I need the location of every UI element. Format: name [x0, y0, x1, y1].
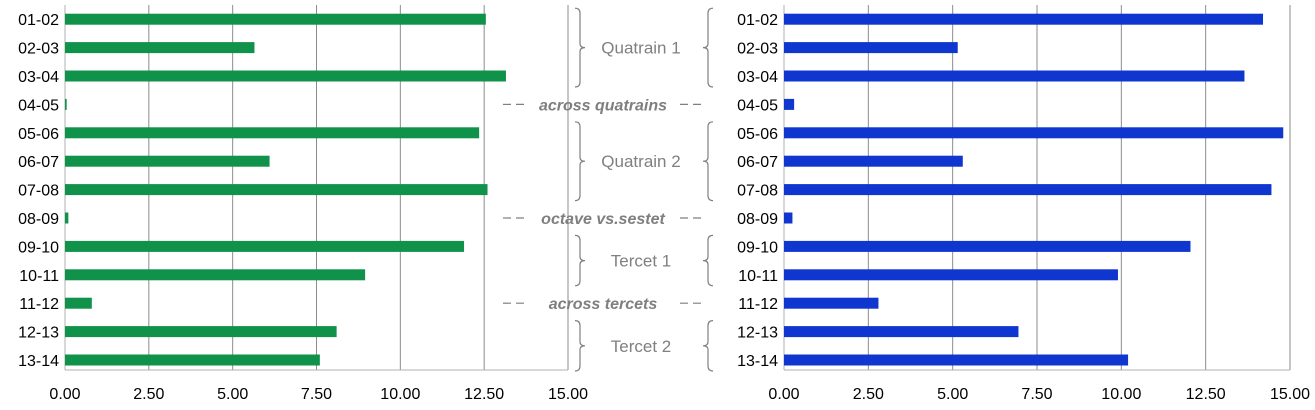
category-label: 02-03: [18, 41, 59, 58]
category-label: 05-06: [737, 126, 778, 143]
category-label: 01-02: [737, 12, 778, 29]
bar: [784, 184, 1272, 196]
bar: [65, 127, 480, 139]
x-tick-label: 7.50: [301, 386, 332, 403]
x-tick-label: 0.00: [49, 386, 80, 403]
chart-panel-right: 01-02 02-03 03-04 04-05 05-06 06-07 07-08 08-09…: [737, 5, 1310, 403]
bar: [784, 297, 879, 309]
group-bracket-right: [702, 234, 714, 287]
group-label: Tercet 1: [611, 252, 671, 271]
group-bracket-left: [574, 320, 586, 372]
bar: [65, 70, 506, 82]
bar: [65, 155, 270, 167]
x-tick-label: 10.00: [1101, 386, 1141, 403]
bar: [784, 98, 795, 110]
x-tick-label: 2.50: [133, 386, 164, 403]
category-label: 13-14: [737, 353, 778, 370]
bar: [784, 269, 1118, 281]
x-tick-label: 15.00: [548, 386, 588, 403]
category-label: 01-02: [18, 12, 59, 29]
x-tick-label: 5.00: [937, 386, 968, 403]
group-bracket-right: [702, 320, 714, 372]
chart-panel-left: 01-02 02-03 03-04 04-05 05-06 06-07 07-08 08-09…: [18, 5, 588, 403]
bar: [65, 184, 488, 196]
bar: [784, 70, 1245, 82]
category-label: 11-12: [19, 296, 59, 313]
x-tick-label: 7.50: [1021, 386, 1052, 403]
x-tick-label: 15.00: [1270, 386, 1310, 403]
bar: [65, 326, 337, 338]
group-bracket-right: [702, 121, 714, 202]
transition-label: across tercets: [549, 296, 658, 313]
bar: [784, 212, 793, 224]
category-label: 08-09: [18, 211, 59, 228]
group-label: Quatrain 2: [601, 152, 680, 171]
annotation-layer: Quatrain 1 Quatrain 2 Tercet 1 Tercet 2 acro…: [503, 7, 714, 372]
x-tick-label: 2.50: [853, 386, 884, 403]
bar: [65, 212, 69, 224]
category-label: 04-05: [737, 97, 778, 114]
bar: [784, 127, 1284, 139]
category-label: 06-07: [18, 154, 59, 171]
bar: [784, 326, 1019, 338]
group-bracket-left: [574, 121, 586, 202]
group-label: Tercet 2: [611, 337, 671, 356]
x-tick-label: 0.00: [768, 386, 799, 403]
category-label: 13-14: [18, 353, 59, 370]
bar: [65, 98, 67, 110]
category-label: 02-03: [737, 41, 778, 58]
category-label: 03-04: [18, 69, 59, 86]
group-bracket-left: [574, 7, 586, 88]
bar: [65, 354, 320, 366]
category-label: 08-09: [737, 211, 778, 228]
bar: [65, 240, 465, 252]
bar: [65, 13, 486, 25]
category-label: 07-08: [18, 183, 59, 200]
bar: [784, 240, 1191, 252]
category-label: 04-05: [18, 97, 59, 114]
category-label: 09-10: [737, 239, 778, 256]
bar: [65, 42, 255, 54]
group-bracket-right: [702, 7, 714, 88]
category-label: 11-12: [738, 296, 778, 313]
bar: [784, 13, 1264, 25]
category-label: 03-04: [737, 69, 778, 86]
bar: [784, 155, 963, 167]
category-label: 09-10: [18, 239, 59, 256]
bar: [65, 297, 92, 309]
category-label: 12-13: [18, 325, 59, 342]
x-tick-label: 10.00: [380, 386, 420, 403]
category-label: 07-08: [737, 183, 778, 200]
category-label: 10-11: [19, 268, 59, 285]
category-label: 06-07: [737, 154, 778, 171]
bar: [784, 42, 958, 54]
category-label: 10-11: [738, 268, 778, 285]
category-label: 05-06: [18, 126, 59, 143]
x-tick-label: 5.00: [217, 386, 248, 403]
x-tick-label: 12.50: [1186, 386, 1226, 403]
bar: [784, 354, 1129, 366]
transition-label: across quatrains: [539, 97, 667, 114]
x-tick-label: 12.50: [464, 386, 504, 403]
category-label: 12-13: [737, 325, 778, 342]
group-label: Quatrain 1: [601, 39, 680, 58]
bar: [65, 269, 366, 281]
group-bracket-left: [574, 234, 586, 287]
transition-label: octave vs.sestet: [541, 211, 665, 228]
